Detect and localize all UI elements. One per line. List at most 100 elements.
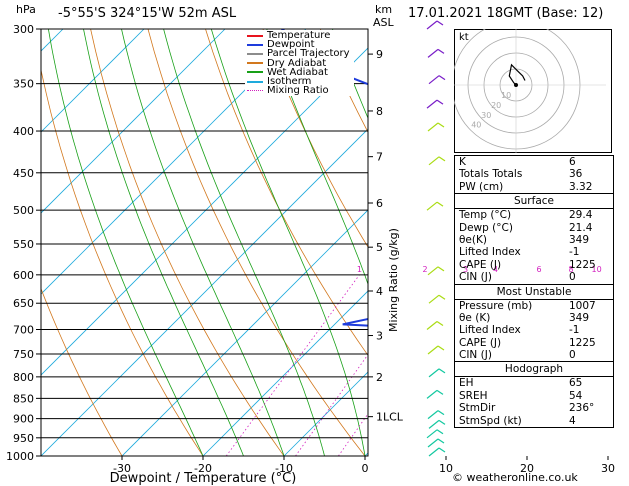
legend-item: Mixing Ratio bbox=[247, 86, 350, 96]
row-label: Pressure (mb) bbox=[459, 299, 533, 312]
hodograph-trace bbox=[508, 63, 526, 86]
legend-label: Wet Adiabat bbox=[267, 66, 328, 78]
wet-adiabat-line bbox=[48, 29, 204, 456]
pressure-unit-label: hPa bbox=[16, 3, 36, 16]
row-label: Totals Totals bbox=[459, 168, 523, 181]
mixing-ratio-label: 4 bbox=[493, 265, 498, 274]
table-row: θe(K) 349 bbox=[455, 234, 613, 246]
temperature-tick-label: -10 bbox=[275, 462, 293, 475]
row-label: Temp (°C) bbox=[459, 209, 512, 222]
mixing-ratio-axis-title: Mixing Ratio (g/kg) bbox=[387, 228, 400, 332]
indices-table: K 6 Totals Totals 36 PW (cm) 3.32 Surface Tem… bbox=[454, 155, 614, 429]
height-tick-label: 9 bbox=[376, 48, 383, 61]
legend-swatch bbox=[247, 53, 263, 55]
row-value: -1 bbox=[569, 324, 580, 337]
mixing-ratio-label: 3 bbox=[463, 265, 468, 274]
pressure-tick-label: 1000 bbox=[6, 450, 34, 463]
legend-label: Dry Adiabat bbox=[267, 57, 327, 69]
pressure-tick-label: 750 bbox=[13, 348, 34, 361]
isotherm-line bbox=[202, 290, 368, 456]
dry-adiabat-line bbox=[41, 67, 204, 456]
height-tick-label: 1LCL bbox=[376, 411, 404, 424]
mixing-ratio-line bbox=[225, 274, 360, 456]
legend-swatch bbox=[247, 80, 263, 83]
row-label: K bbox=[459, 156, 466, 168]
legend-swatch bbox=[247, 43, 263, 46]
hodograph-ring-label: 40 bbox=[471, 121, 481, 130]
wind-barb bbox=[428, 75, 446, 85]
hodograph-unit: kt bbox=[459, 32, 469, 43]
row-label: Dewp (°C) bbox=[459, 221, 513, 234]
asl-label: ASL bbox=[373, 16, 394, 29]
most-unstable-title: Most Unstable bbox=[455, 285, 613, 300]
wind-barb bbox=[427, 122, 445, 132]
row-value: 349 bbox=[569, 311, 590, 324]
row-value: 3.32 bbox=[569, 180, 593, 193]
wind-barb bbox=[426, 201, 444, 211]
dry-adiabat-line bbox=[262, 29, 368, 248]
temperature-tick-label: 10 bbox=[439, 462, 453, 475]
height-tick-label: 5 bbox=[376, 241, 383, 254]
pressure-tick-label: 600 bbox=[13, 269, 34, 282]
mixing-ratio-label: 1 bbox=[357, 265, 362, 274]
hodograph-table-title: Hodograph bbox=[455, 362, 613, 378]
wind-barb bbox=[428, 368, 446, 378]
table-row: Lifted Index -1 bbox=[455, 324, 613, 336]
plot-frame bbox=[40, 28, 369, 457]
surface-title: Surface bbox=[455, 194, 613, 210]
wind-barb bbox=[426, 321, 444, 330]
pressure-tick-label: 500 bbox=[13, 204, 34, 217]
table-row: CIN (J) 0 bbox=[455, 349, 613, 361]
row-label: CIN (J) bbox=[459, 349, 492, 362]
table-row: SREH 54 bbox=[455, 390, 613, 402]
row-label: Lifted Index bbox=[459, 324, 521, 337]
pressure-tick-label: 350 bbox=[13, 78, 34, 91]
legend-label: Temperature bbox=[267, 30, 331, 41]
legend-swatch bbox=[247, 90, 263, 92]
legend-swatch bbox=[247, 71, 263, 74]
pressure-tick-label: 450 bbox=[13, 167, 34, 180]
legend-item: Dry Adiabat bbox=[247, 57, 350, 69]
height-tick-label: 7 bbox=[376, 151, 383, 164]
wind-barb bbox=[428, 419, 446, 429]
table-row: Pressure (mb) 1007 bbox=[455, 300, 613, 312]
table-row: StmDir 236° bbox=[455, 402, 613, 414]
wind-barb bbox=[428, 156, 446, 166]
row-value: 21.4 bbox=[569, 221, 593, 234]
wind-barb bbox=[428, 447, 446, 457]
row-label: StmDir bbox=[459, 402, 496, 415]
pressure-tick-label: 850 bbox=[13, 392, 34, 405]
table-row: CIN (J) 0 bbox=[455, 271, 613, 283]
legend-swatch bbox=[247, 34, 263, 37]
row-value: 6 bbox=[569, 156, 576, 168]
mixing-ratio-label: 6 bbox=[536, 265, 541, 274]
row-label: EH bbox=[459, 377, 474, 390]
legend-label: Parcel Trajectory bbox=[267, 48, 350, 60]
legend-swatch bbox=[247, 62, 263, 65]
mixing-ratio-label: 2 bbox=[422, 265, 427, 274]
mixing-ratio-line bbox=[338, 413, 368, 456]
isotherm-line bbox=[41, 29, 145, 133]
temperature-tick-label: 0 bbox=[362, 462, 369, 475]
row-value: 54 bbox=[569, 389, 583, 402]
isotherm-line bbox=[283, 371, 368, 456]
temperature-tick-label: 30 bbox=[601, 462, 615, 475]
row-value: 65 bbox=[569, 377, 583, 390]
table-row: Totals Totals 36 bbox=[455, 168, 613, 180]
height-tick-label: 8 bbox=[376, 105, 383, 118]
legend-item: Dewpoint bbox=[247, 40, 350, 50]
wind-barb bbox=[426, 389, 444, 399]
wind-barb bbox=[427, 438, 445, 448]
height-tick-label: 6 bbox=[376, 197, 383, 210]
pressure-tick-label: 950 bbox=[13, 432, 34, 445]
row-label: PW (cm) bbox=[459, 180, 504, 193]
row-label: SREH bbox=[459, 389, 488, 402]
row-value: 1225 bbox=[569, 258, 596, 271]
wind-barb bbox=[427, 48, 445, 58]
wind-barb bbox=[426, 20, 444, 30]
row-label: CAPE (J) bbox=[459, 258, 502, 271]
mixing-ratio-line bbox=[295, 353, 368, 456]
